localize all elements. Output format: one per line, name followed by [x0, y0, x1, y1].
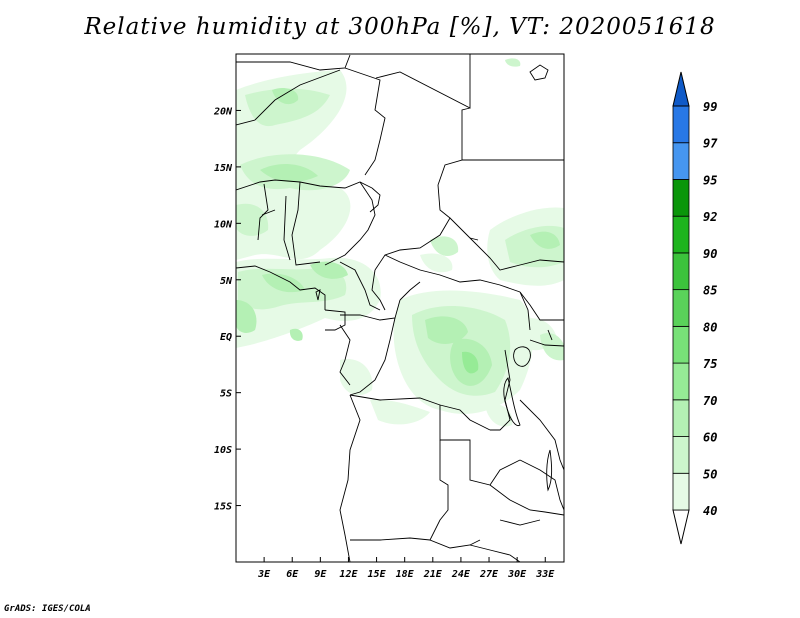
colorbar-segment	[672, 289, 690, 327]
colorbar-level-label: 80	[703, 320, 717, 334]
lon-tick-label: 27E	[479, 569, 499, 580]
lat-tick-label: 10N	[214, 219, 233, 230]
colorbar-level-label: 60	[703, 431, 717, 445]
colorbar-segment	[672, 362, 690, 401]
latitude-ticks: 20N 15N 10N 5N EQ 5S 10S 15S	[213, 106, 241, 513]
lat-tick-label: 15S	[214, 502, 232, 513]
map-frame	[235, 53, 565, 563]
colorbar-level-label: 92	[703, 210, 717, 224]
colorbar-lower-triangle	[672, 509, 690, 545]
lat-tick-label: 20N	[213, 106, 233, 117]
colorbar-level-label: 70	[703, 394, 717, 408]
lon-tick-label: 21E	[423, 569, 443, 580]
colorbar-segment	[672, 105, 690, 144]
colorbar-level-label: 75	[703, 357, 717, 371]
lon-tick-label: 18E	[396, 569, 415, 580]
colorbar-segment	[672, 215, 690, 254]
colorbar-segment	[672, 436, 690, 474]
lat-tick-label: 10S	[214, 445, 232, 456]
colorbar-level-label: 40	[703, 504, 717, 518]
lon-tick-label: 3E	[257, 569, 271, 580]
colorbar-segment	[672, 325, 690, 364]
longitude-ticks: 3E 6E 9E 12E 15E 18E 21E 24E 27E 30E 33E	[257, 557, 555, 580]
lon-tick-label: 30E	[507, 569, 527, 580]
grads-credit: GrADS: IGES/COLA	[4, 604, 91, 614]
colorbar-level-label: 85	[703, 284, 717, 298]
colorbar-segment	[672, 142, 690, 180]
lon-tick-label: 12E	[339, 569, 358, 580]
colorbar-level-label: 97	[703, 137, 718, 151]
colorbar-level-label: 99	[703, 100, 717, 114]
humidity-shading	[236, 58, 564, 427]
colorbar-level-label: 50	[703, 467, 717, 481]
colorbar-segment	[672, 179, 690, 217]
country-boundaries	[236, 54, 564, 562]
lon-tick-label: 24E	[451, 569, 471, 580]
lat-tick-label: 15N	[214, 163, 233, 174]
lon-tick-label: 6E	[286, 569, 299, 580]
lat-tick-label: 5S	[220, 389, 232, 400]
lon-tick-label: 33E	[535, 569, 555, 580]
colorbar-level-label: 90	[703, 247, 717, 261]
lon-tick-label: 15E	[368, 569, 387, 580]
colorbar-level-label: 95	[703, 173, 717, 187]
colorbar-segment	[672, 399, 690, 437]
lat-tick-label: EQ	[220, 332, 232, 343]
lat-tick-label: 5N	[220, 276, 233, 287]
colorbar: 40 50 60 70 75 80 85 90 92 95 97 99	[672, 71, 718, 545]
lon-tick-label: 9E	[314, 569, 327, 580]
colorbar-upper-triangle	[672, 71, 690, 107]
colorbar-segment	[672, 472, 690, 511]
colorbar-segment	[672, 252, 690, 291]
plot-title: Relative humidity at 300hPa [%], VT: 202…	[84, 14, 716, 40]
